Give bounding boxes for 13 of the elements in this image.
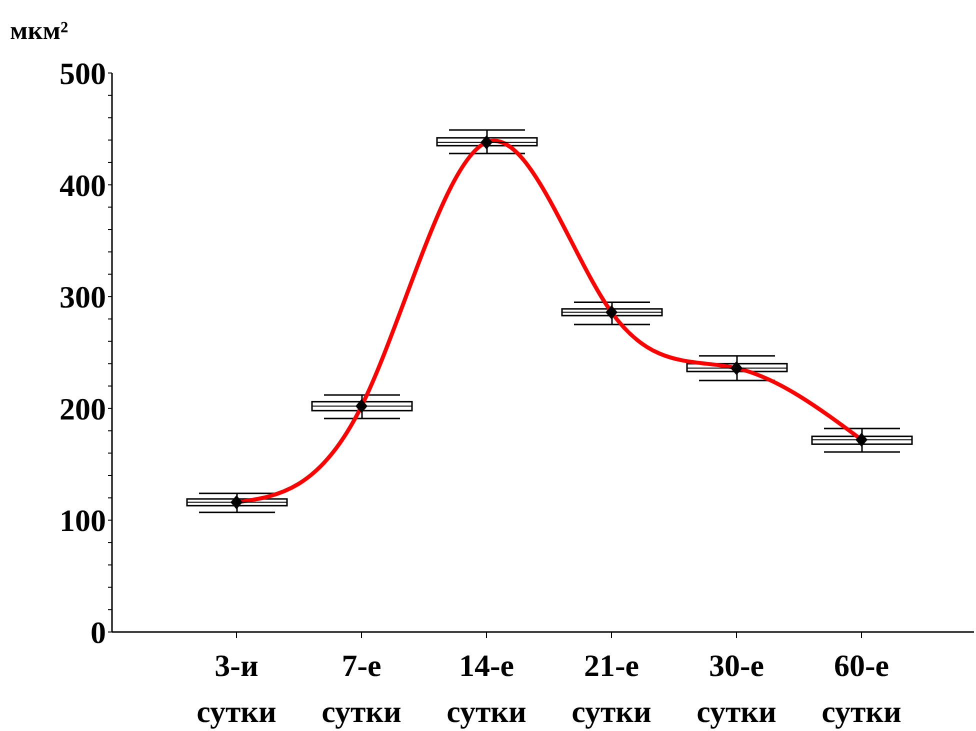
x-tick-label: 30-е сутки [696, 648, 777, 729]
x-tick-label: 3-и сутки [196, 648, 277, 729]
y-axis-title: мкм² [10, 16, 68, 46]
x-tick-label: 14-е сутки [446, 648, 527, 729]
x-tick-label: 60-е сутки [822, 648, 902, 729]
y-tick-label: 0 [90, 615, 106, 650]
y-tick-label: 500 [60, 56, 106, 92]
y-tick-label: 300 [60, 280, 106, 315]
y-tick-label: 100 [60, 503, 106, 538]
x-tick-label: 7-е сутки [322, 648, 402, 729]
x-tick-label: 21-е сутки [572, 648, 652, 729]
y-tick-label: 200 [60, 391, 106, 426]
y-tick-label: 400 [60, 168, 106, 203]
